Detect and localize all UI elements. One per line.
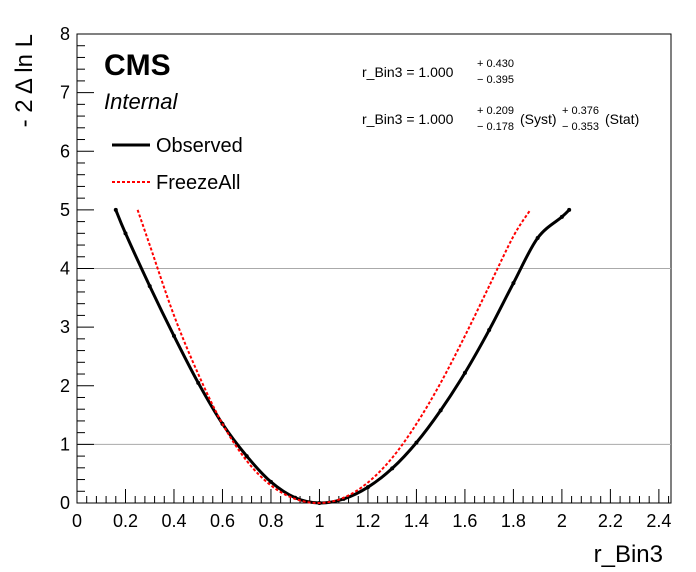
series-point-observed — [511, 281, 516, 286]
legend-label-freezeall: FreezeAll — [156, 172, 240, 194]
x-tick-label: 2 — [557, 511, 567, 531]
stat-down: − 0.353 — [562, 121, 599, 133]
series-point-observed — [559, 214, 564, 219]
y-tick-label: 6 — [60, 141, 70, 161]
cms-label: CMS — [104, 49, 171, 82]
series-point-observed — [113, 207, 118, 212]
series-point-observed — [487, 328, 492, 333]
x-tick-label: 1 — [314, 511, 324, 531]
series-point-observed — [462, 370, 467, 375]
x-axis-label: r_Bin3 — [594, 541, 663, 568]
y-tick-label: 1 — [60, 434, 70, 454]
series-line-observed — [114, 208, 571, 505]
y-tick-label: 3 — [60, 317, 70, 337]
breakdown-lhs: r_Bin3 = 1.000 — [362, 111, 454, 127]
x-tick-label: 1.4 — [404, 511, 429, 531]
x-tick-label: 0.8 — [258, 511, 283, 531]
reference-lines — [77, 268, 671, 445]
syst-up: + 0.209 — [477, 105, 514, 117]
series-point-observed — [390, 466, 395, 471]
y-axis-label: - 2 Δ ln L — [11, 34, 38, 127]
series-point-observed — [414, 440, 419, 445]
x-axis-ticks: 0 0.2 0.4 0.6 0.8 1 1.2 1.4 1.6 1.8 2 2.2 2.4 — [72, 489, 671, 531]
scan-curves — [113, 207, 572, 505]
x-tick-label: 1.6 — [452, 511, 477, 531]
series-point-observed — [244, 454, 249, 459]
series-point-observed — [365, 485, 370, 490]
x-tick-label: 2.4 — [646, 511, 671, 531]
total-lhs: r_Bin3 = 1.000 — [362, 64, 454, 80]
y-tick-label: 8 — [60, 24, 70, 44]
legend-label-observed: Observed — [156, 135, 243, 157]
stat-up: + 0.376 — [562, 105, 599, 117]
y-tick-label: 2 — [60, 376, 70, 396]
series-point-observed — [535, 236, 540, 241]
x-tick-label: 1.2 — [355, 511, 380, 531]
series-point-observed — [171, 333, 176, 338]
legend: Observed FreezeAll — [112, 135, 243, 194]
y-axis-ticks: 0 1 2 3 4 5 6 7 8 — [60, 24, 94, 513]
x-tick-label: 0.2 — [113, 511, 138, 531]
x-tick-label: 2.2 — [598, 511, 623, 531]
total-uncertainty-annotation: r_Bin3 = 1.000 + 0.430 − 0.395 — [362, 58, 514, 86]
syst-label: (Syst) — [520, 111, 557, 127]
series-point-observed — [123, 231, 128, 236]
series-point-observed — [147, 284, 152, 289]
x-tick-label: 0 — [72, 511, 82, 531]
series-point-observed — [438, 408, 443, 413]
x-tick-label: 0.4 — [161, 511, 186, 531]
y-tick-label: 5 — [60, 200, 70, 220]
series-point-observed — [567, 207, 572, 212]
x-tick-label: 0.6 — [210, 511, 235, 531]
breakdown-annotation: r_Bin3 = 1.000 + 0.209 − 0.178 (Syst) + … — [362, 105, 639, 133]
total-up: + 0.430 — [477, 58, 514, 70]
series-point-observed — [268, 479, 273, 484]
stat-label: (Stat) — [605, 111, 639, 127]
syst-down: − 0.178 — [477, 121, 514, 133]
x-tick-label: 1.8 — [501, 511, 526, 531]
total-down: − 0.395 — [477, 74, 514, 86]
status-label: Internal — [104, 89, 178, 114]
series-line-freezeall — [136, 209, 532, 505]
series-point-observed — [196, 380, 201, 385]
y-tick-label: 7 — [60, 83, 70, 103]
y-tick-label: 0 — [60, 493, 70, 513]
y-tick-label: 4 — [60, 259, 70, 279]
